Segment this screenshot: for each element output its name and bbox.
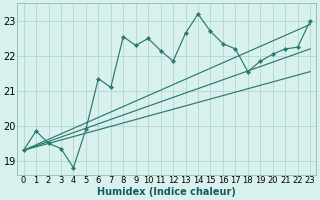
X-axis label: Humidex (Indice chaleur): Humidex (Indice chaleur) [97,187,236,197]
